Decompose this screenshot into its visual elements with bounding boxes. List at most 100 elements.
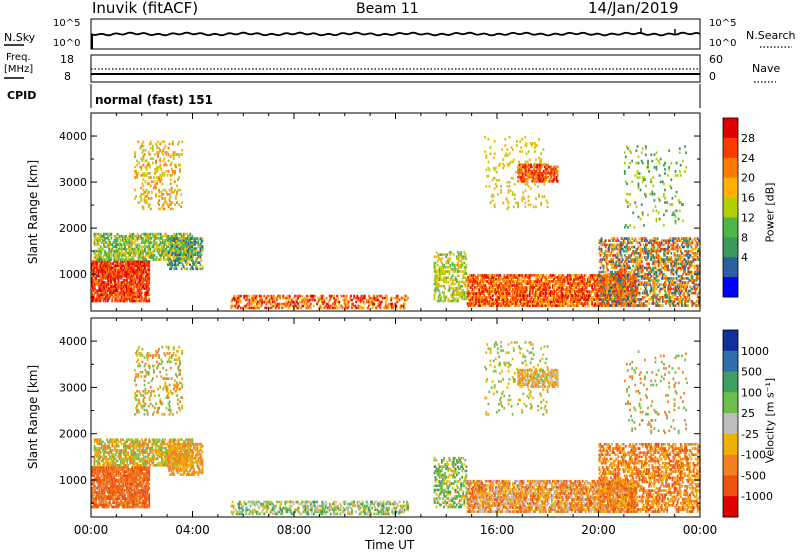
echo-cell	[133, 285, 136, 288]
echo-cell	[134, 165, 136, 169]
echo-cell	[141, 174, 144, 177]
echo-cell	[470, 274, 473, 277]
echo-cell	[193, 253, 195, 256]
echo-cell	[252, 306, 255, 310]
echo-cell	[537, 296, 540, 299]
echo-cell	[169, 182, 172, 186]
echo-cell	[121, 264, 124, 268]
echo-cell	[163, 140, 166, 144]
echo-cell	[174, 245, 177, 248]
echo-cell	[141, 151, 144, 154]
echo-cell	[522, 292, 525, 295]
echo-cell	[554, 282, 556, 285]
echo-cell	[445, 295, 448, 299]
echo-cell	[93, 262, 95, 265]
echo-cell	[253, 294, 256, 298]
echo-cell	[468, 294, 471, 297]
echo-cell	[160, 190, 163, 194]
echo-cell	[485, 154, 488, 157]
echo-cell	[476, 294, 478, 297]
echo-cell	[483, 274, 486, 277]
echo-cell	[99, 266, 102, 270]
echo-cell	[468, 274, 471, 277]
echo-cell	[169, 249, 172, 253]
echo-cell	[153, 232, 156, 236]
echo-cell	[114, 281, 117, 284]
echo-cell	[374, 298, 377, 302]
echo-cell	[551, 302, 553, 305]
echo-cell	[242, 306, 244, 310]
echo-cell	[264, 306, 267, 310]
echo-cell	[495, 292, 497, 295]
echo-cell	[435, 278, 438, 282]
echo-cell	[114, 291, 117, 294]
echo-cell	[383, 296, 386, 300]
echo-cell	[177, 239, 180, 242]
echo-cell	[95, 297, 97, 301]
echo-cell	[398, 298, 401, 302]
echo-cell	[294, 294, 296, 298]
echo-cell	[238, 296, 240, 300]
echo-cell	[515, 292, 517, 295]
echo-cell	[155, 237, 158, 240]
echo-cell	[527, 203, 530, 207]
echo-cell	[127, 247, 129, 251]
echo-cell	[338, 306, 341, 310]
echo-cell	[443, 270, 445, 273]
echo-cell	[486, 300, 489, 303]
echo-cell	[154, 184, 156, 188]
echo-cell	[193, 237, 195, 240]
echo-cell	[550, 300, 552, 303]
echo-cell	[360, 294, 363, 298]
echo-cell	[535, 278, 537, 281]
echo-cell	[148, 297, 151, 301]
echo-cell	[541, 288, 544, 291]
echo-cell	[164, 232, 166, 236]
echo-cell	[529, 203, 532, 207]
echo-cell	[165, 249, 167, 253]
echo-cell	[116, 270, 119, 274]
echo-cell	[93, 239, 96, 242]
echo-cell	[288, 304, 291, 308]
echo-cell	[539, 274, 542, 277]
echo-cell	[533, 304, 535, 307]
echo-cell	[117, 281, 120, 284]
echo-cell	[179, 249, 182, 252]
echo-cell	[177, 251, 180, 255]
echo-cell	[507, 205, 510, 209]
echo-cell	[502, 286, 505, 289]
echo-cell	[104, 249, 106, 253]
echo-cell	[156, 243, 159, 246]
echo-cell	[501, 288, 504, 291]
echo-cell	[318, 296, 321, 300]
echo-cell	[191, 251, 193, 254]
echo-cell	[503, 300, 506, 303]
echo-cell	[197, 251, 200, 254]
echo-cell	[240, 300, 242, 304]
echo-cell	[125, 258, 127, 261]
echo-cell	[510, 278, 513, 281]
echo-cell	[519, 150, 521, 153]
echo-cell	[126, 283, 128, 286]
echo-cell	[135, 268, 138, 272]
echo-cell	[164, 197, 167, 200]
echo-cell	[496, 300, 498, 303]
echo-cell	[529, 284, 532, 287]
echo-cell	[139, 295, 142, 299]
echo-cell	[380, 294, 383, 298]
echo-cell	[506, 154, 509, 157]
echo-cell	[167, 241, 169, 244]
echo-cell	[434, 287, 437, 290]
echo-cell	[515, 276, 517, 279]
echo-cell	[470, 292, 473, 295]
echo-cell	[449, 253, 452, 256]
echo-cell	[129, 297, 131, 301]
echo-cell	[523, 290, 526, 293]
echo-cell	[503, 274, 506, 277]
echo-cell	[475, 298, 477, 301]
echo-cell	[117, 264, 120, 268]
echo-cell	[169, 178, 172, 181]
echo-cell	[96, 239, 99, 242]
echo-cell	[155, 161, 157, 165]
echo-cell	[555, 282, 558, 285]
